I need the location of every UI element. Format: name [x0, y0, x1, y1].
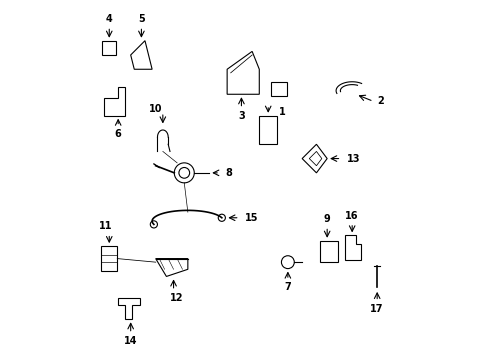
Text: 1: 1	[279, 107, 286, 117]
Bar	[102, 41, 117, 55]
Text: 15: 15	[245, 213, 259, 223]
Text: 11: 11	[99, 221, 112, 231]
Text: 12: 12	[171, 293, 184, 303]
Bar	[101, 246, 117, 271]
Text: 5: 5	[138, 14, 145, 24]
Text: 13: 13	[347, 154, 360, 163]
Text: 2: 2	[377, 96, 384, 107]
Text: 10: 10	[149, 104, 163, 113]
Text: 7: 7	[285, 282, 291, 292]
Text: 16: 16	[345, 211, 359, 221]
Text: 3: 3	[238, 111, 245, 121]
Text: 4: 4	[106, 14, 113, 24]
Text: 14: 14	[124, 336, 137, 346]
Text: 9: 9	[324, 214, 331, 224]
Bar	[271, 82, 287, 96]
Text: 17: 17	[370, 303, 384, 314]
Text: 6: 6	[115, 129, 122, 139]
Text: 8: 8	[225, 168, 232, 178]
